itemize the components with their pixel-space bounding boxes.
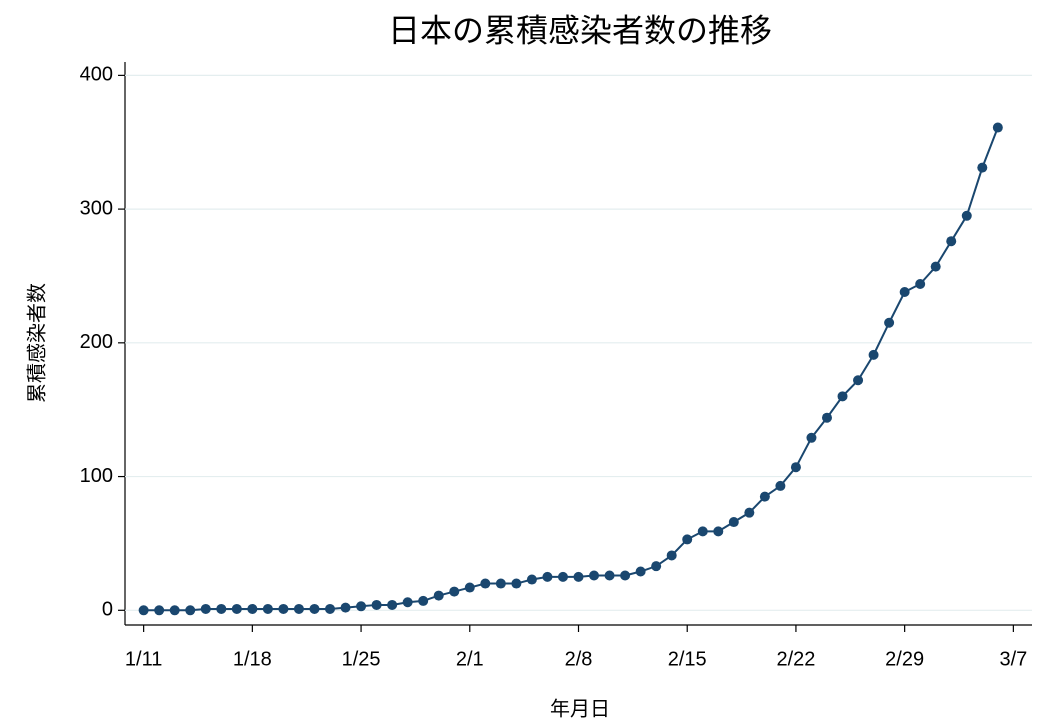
data-point (557, 571, 568, 582)
data-point (216, 603, 227, 614)
data-point (526, 574, 537, 585)
data-line (143, 127, 999, 612)
data-point (759, 491, 770, 502)
data-point (231, 603, 242, 614)
data-point (853, 375, 864, 386)
data-point (589, 570, 600, 581)
data-point (309, 603, 320, 614)
data-point (418, 595, 429, 606)
y-axis-label: 累積感染者数 (25, 283, 48, 403)
data-point (247, 603, 258, 614)
data-point (946, 236, 957, 247)
data-point (744, 507, 755, 518)
data-point (169, 605, 180, 616)
data-point (464, 582, 475, 593)
data-point (154, 605, 165, 616)
data-point (495, 578, 506, 589)
data-point (620, 570, 631, 581)
x-tick-label: 1/18 (233, 648, 272, 670)
data-point (387, 599, 398, 610)
y-tick-label: 400 (80, 64, 113, 86)
data-point (961, 210, 972, 221)
data-point (449, 586, 460, 597)
data-point (371, 599, 382, 610)
x-tick-label: 3/7 (999, 648, 1027, 670)
data-point (573, 571, 584, 582)
y-tick-label: 300 (80, 197, 113, 219)
data-point (790, 462, 801, 473)
data-point (713, 526, 724, 537)
data-point (977, 162, 988, 173)
data-point (278, 603, 289, 614)
chart-title: 日本の累積感染者数の推移 (388, 12, 772, 48)
data-point (262, 603, 273, 614)
x-tick-label: 1/11 (125, 648, 162, 670)
x-axis-label: 年月日 (550, 697, 610, 720)
data-point (821, 412, 832, 423)
data-point (697, 526, 708, 537)
data-point (884, 317, 895, 328)
data-point (356, 601, 367, 612)
data-point (635, 566, 646, 577)
y-tick-label: 100 (80, 465, 113, 487)
y-tick-label: 200 (80, 331, 113, 353)
x-tick-label: 2/1 (456, 648, 484, 670)
data-point (775, 480, 786, 491)
data-point (340, 602, 351, 613)
x-tick-label: 2/22 (776, 648, 815, 670)
data-point (806, 432, 817, 443)
x-tick-label: 1/25 (342, 648, 381, 670)
data-point (138, 605, 149, 616)
data-point (293, 603, 304, 614)
data-point (992, 122, 1003, 133)
x-tick-label: 2/8 (565, 648, 593, 670)
x-tick-label: 2/29 (885, 648, 924, 670)
data-point (899, 287, 910, 298)
data-point (402, 597, 413, 608)
data-point (604, 570, 615, 581)
y-tick-label: 0 (102, 599, 113, 621)
x-tick-label: 2/15 (668, 648, 707, 670)
data-point (682, 534, 693, 545)
data-point (915, 278, 926, 289)
data-point (666, 550, 677, 561)
data-point (433, 590, 444, 601)
data-point (511, 578, 522, 589)
data-point (480, 578, 491, 589)
data-point (325, 603, 336, 614)
data-point (185, 605, 196, 616)
data-point (930, 261, 941, 272)
data-point (837, 391, 848, 402)
data-point (542, 571, 553, 582)
data-point (651, 561, 662, 572)
data-point (200, 603, 211, 614)
data-point (868, 349, 879, 360)
data-point (728, 517, 739, 528)
